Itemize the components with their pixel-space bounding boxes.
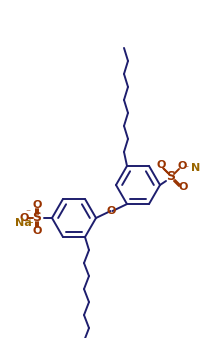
Text: O: O xyxy=(32,200,41,210)
Text: ⁻: ⁻ xyxy=(183,164,188,174)
Text: +: + xyxy=(25,218,33,228)
Text: O: O xyxy=(32,226,41,236)
Text: O: O xyxy=(19,213,29,223)
Text: S: S xyxy=(166,170,175,184)
Text: O: O xyxy=(176,161,186,171)
Text: O: O xyxy=(177,182,187,192)
Text: O: O xyxy=(106,206,116,216)
Text: Na: Na xyxy=(190,163,200,173)
Text: S: S xyxy=(32,212,41,224)
Text: O: O xyxy=(156,160,165,170)
Text: Na: Na xyxy=(15,218,32,228)
Text: ⁻: ⁻ xyxy=(25,208,30,218)
